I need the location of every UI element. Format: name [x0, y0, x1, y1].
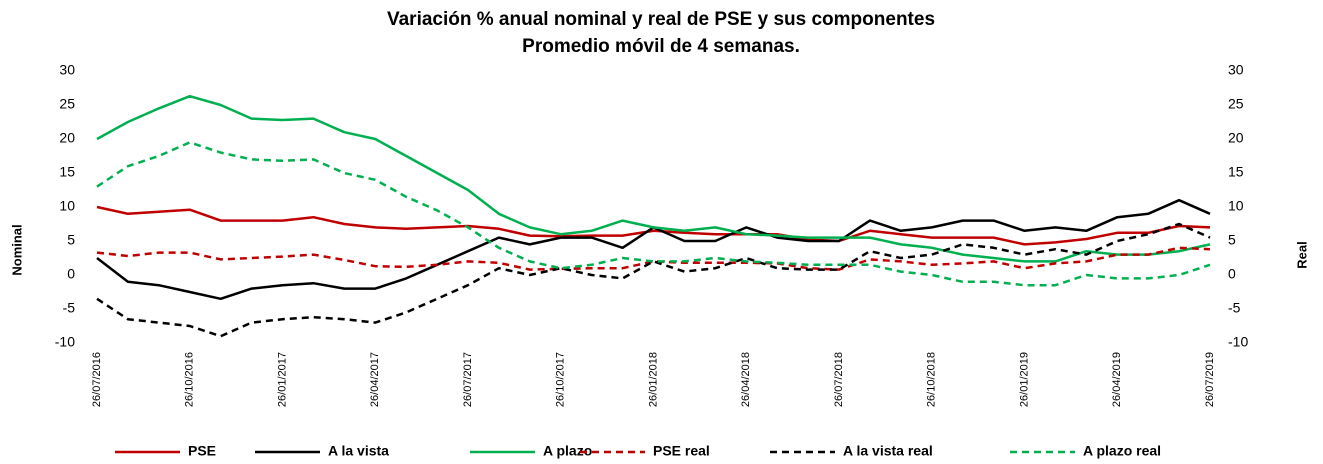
y-axis-label: Nominal	[9, 224, 24, 275]
x-tick-label: 26/04/2018	[740, 352, 752, 407]
x-tick-label: 26/10/2016	[184, 352, 196, 407]
series-line	[96, 246, 1211, 271]
y-tick-label: -5	[63, 300, 76, 316]
x-tick-label: 26/10/2018	[926, 352, 938, 407]
y-tick-label: 5	[67, 232, 75, 248]
y2-tick-label: 0	[1228, 266, 1236, 282]
y-tick-label: 25	[59, 96, 75, 112]
series-line	[96, 94, 1211, 263]
y-tick-label: 15	[59, 164, 75, 180]
legend-label: PSE	[188, 443, 216, 459]
chart-subtitle: Promedio móvil de 4 semanas.	[522, 36, 800, 57]
y-tick-label: 20	[59, 130, 75, 146]
y-tick-label: 10	[59, 198, 75, 214]
y2-tick-label: 25	[1228, 96, 1244, 112]
y2-tick-label: 30	[1228, 62, 1244, 78]
y2-axis-label: Real	[1294, 241, 1309, 268]
y2-tick-label: 20	[1228, 130, 1244, 146]
legend-label: PSE real	[653, 443, 710, 459]
x-tick-label: 26/04/2019	[1111, 352, 1123, 407]
x-tick-label: 26/04/2017	[369, 352, 381, 407]
y2-tick-label: 10	[1228, 198, 1244, 214]
series-line	[96, 205, 1211, 246]
x-tick-label: 26/07/2017	[462, 352, 474, 407]
x-tick-label: 26/07/2018	[833, 352, 845, 407]
x-tick-label: 26/10/2017	[555, 352, 567, 407]
x-tick-label: 26/07/2019	[1204, 352, 1216, 407]
x-tick-label: 26/01/2018	[647, 352, 659, 407]
y-tick-label: 0	[67, 266, 75, 282]
y2-tick-label: 5	[1228, 232, 1236, 248]
legend-label: A plazo	[543, 443, 592, 459]
chart-title: Variación % anual nominal y real de PSE …	[387, 9, 935, 30]
series-line	[96, 141, 1211, 287]
y-tick-label: -10	[55, 334, 75, 350]
legend-label: A la vista	[328, 443, 389, 459]
series-line	[96, 222, 1211, 338]
legend-label: A la vista real	[843, 443, 933, 459]
y-tick-label: 30	[59, 62, 75, 78]
legend-label: A plazo real	[1083, 443, 1161, 459]
x-tick-label: 26/07/2016	[91, 352, 103, 407]
y2-tick-label: -5	[1228, 300, 1241, 316]
y2-tick-label: -10	[1228, 334, 1248, 350]
y2-tick-label: 15	[1228, 164, 1244, 180]
x-tick-label: 26/01/2019	[1018, 352, 1030, 407]
x-tick-label: 26/01/2017	[276, 352, 288, 407]
